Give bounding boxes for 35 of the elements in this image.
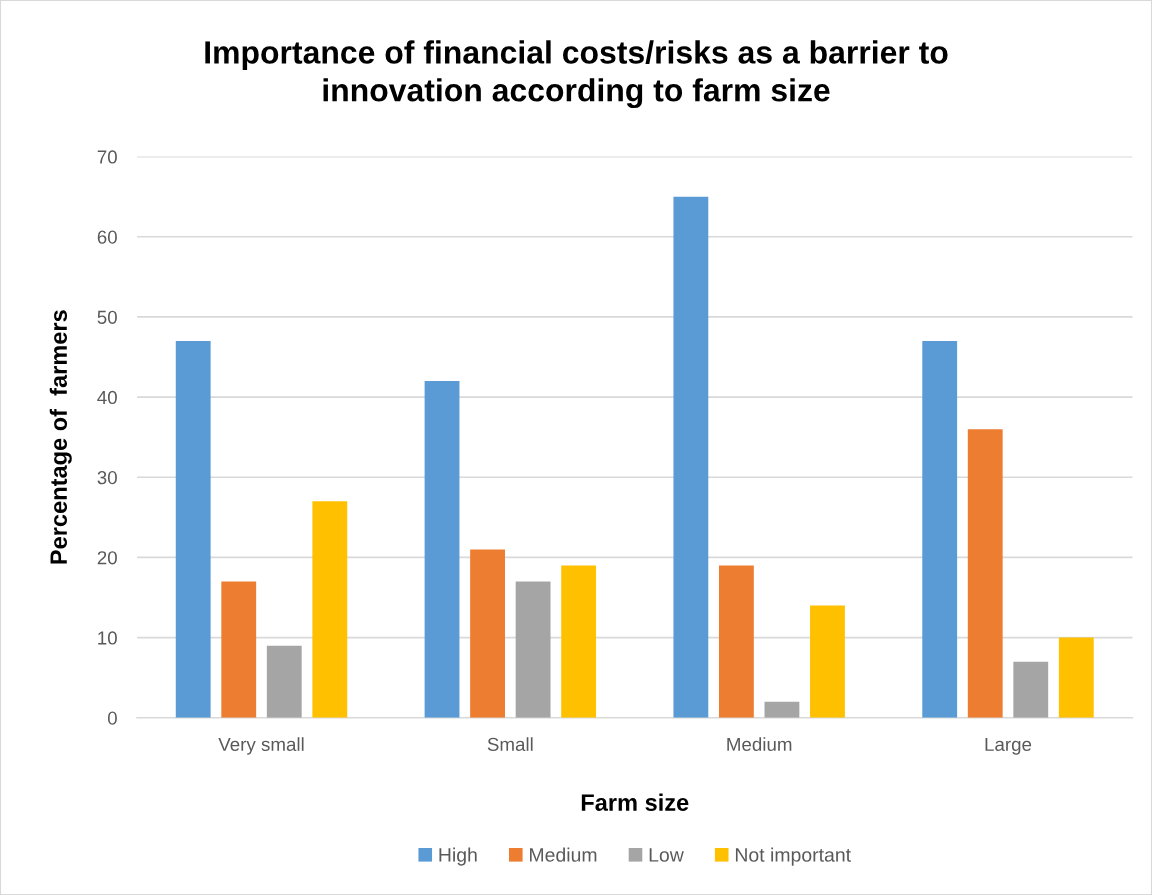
x-tick-label: Small	[487, 737, 533, 752]
bar	[470, 549, 505, 718]
legend-label: Not important	[735, 847, 851, 866]
bar	[922, 341, 958, 718]
x-axis-title: Farm size	[581, 793, 689, 811]
bar	[810, 605, 845, 718]
bar	[515, 581, 551, 718]
bar	[1013, 661, 1049, 718]
bar	[673, 196, 709, 718]
x-tick-label: Large	[985, 737, 1032, 755]
x-tick-label: Very small	[218, 737, 304, 755]
bar	[561, 565, 597, 718]
bar	[1058, 637, 1094, 718]
y-tick-label: 20	[97, 551, 117, 565]
legend-label: Low	[649, 848, 684, 862]
bar	[266, 645, 302, 718]
y-tick-label: 0	[107, 711, 117, 725]
legend-label: Medium	[530, 847, 597, 862]
bar	[312, 501, 348, 718]
bar	[175, 341, 211, 718]
chart-title: Importance of financial costs/risks as a barrier to innovation according to farm size	[205, 40, 948, 109]
y-tick-label: 70	[97, 150, 117, 164]
x-tick-label: Medium	[727, 737, 792, 752]
y-tick-label: 30	[97, 470, 117, 485]
bar	[967, 429, 1003, 718]
legend-label: High	[439, 847, 477, 866]
y-tick-label: 60	[97, 230, 117, 244]
bar	[764, 701, 800, 718]
bar	[718, 565, 754, 718]
bar	[424, 381, 460, 718]
y-tick-label: 50	[97, 310, 117, 324]
y-tick-label: 40	[97, 390, 117, 405]
y-axis-title: Percentage of farmers	[49, 310, 72, 564]
bar	[221, 581, 257, 718]
y-tick-label: 10	[98, 631, 117, 645]
